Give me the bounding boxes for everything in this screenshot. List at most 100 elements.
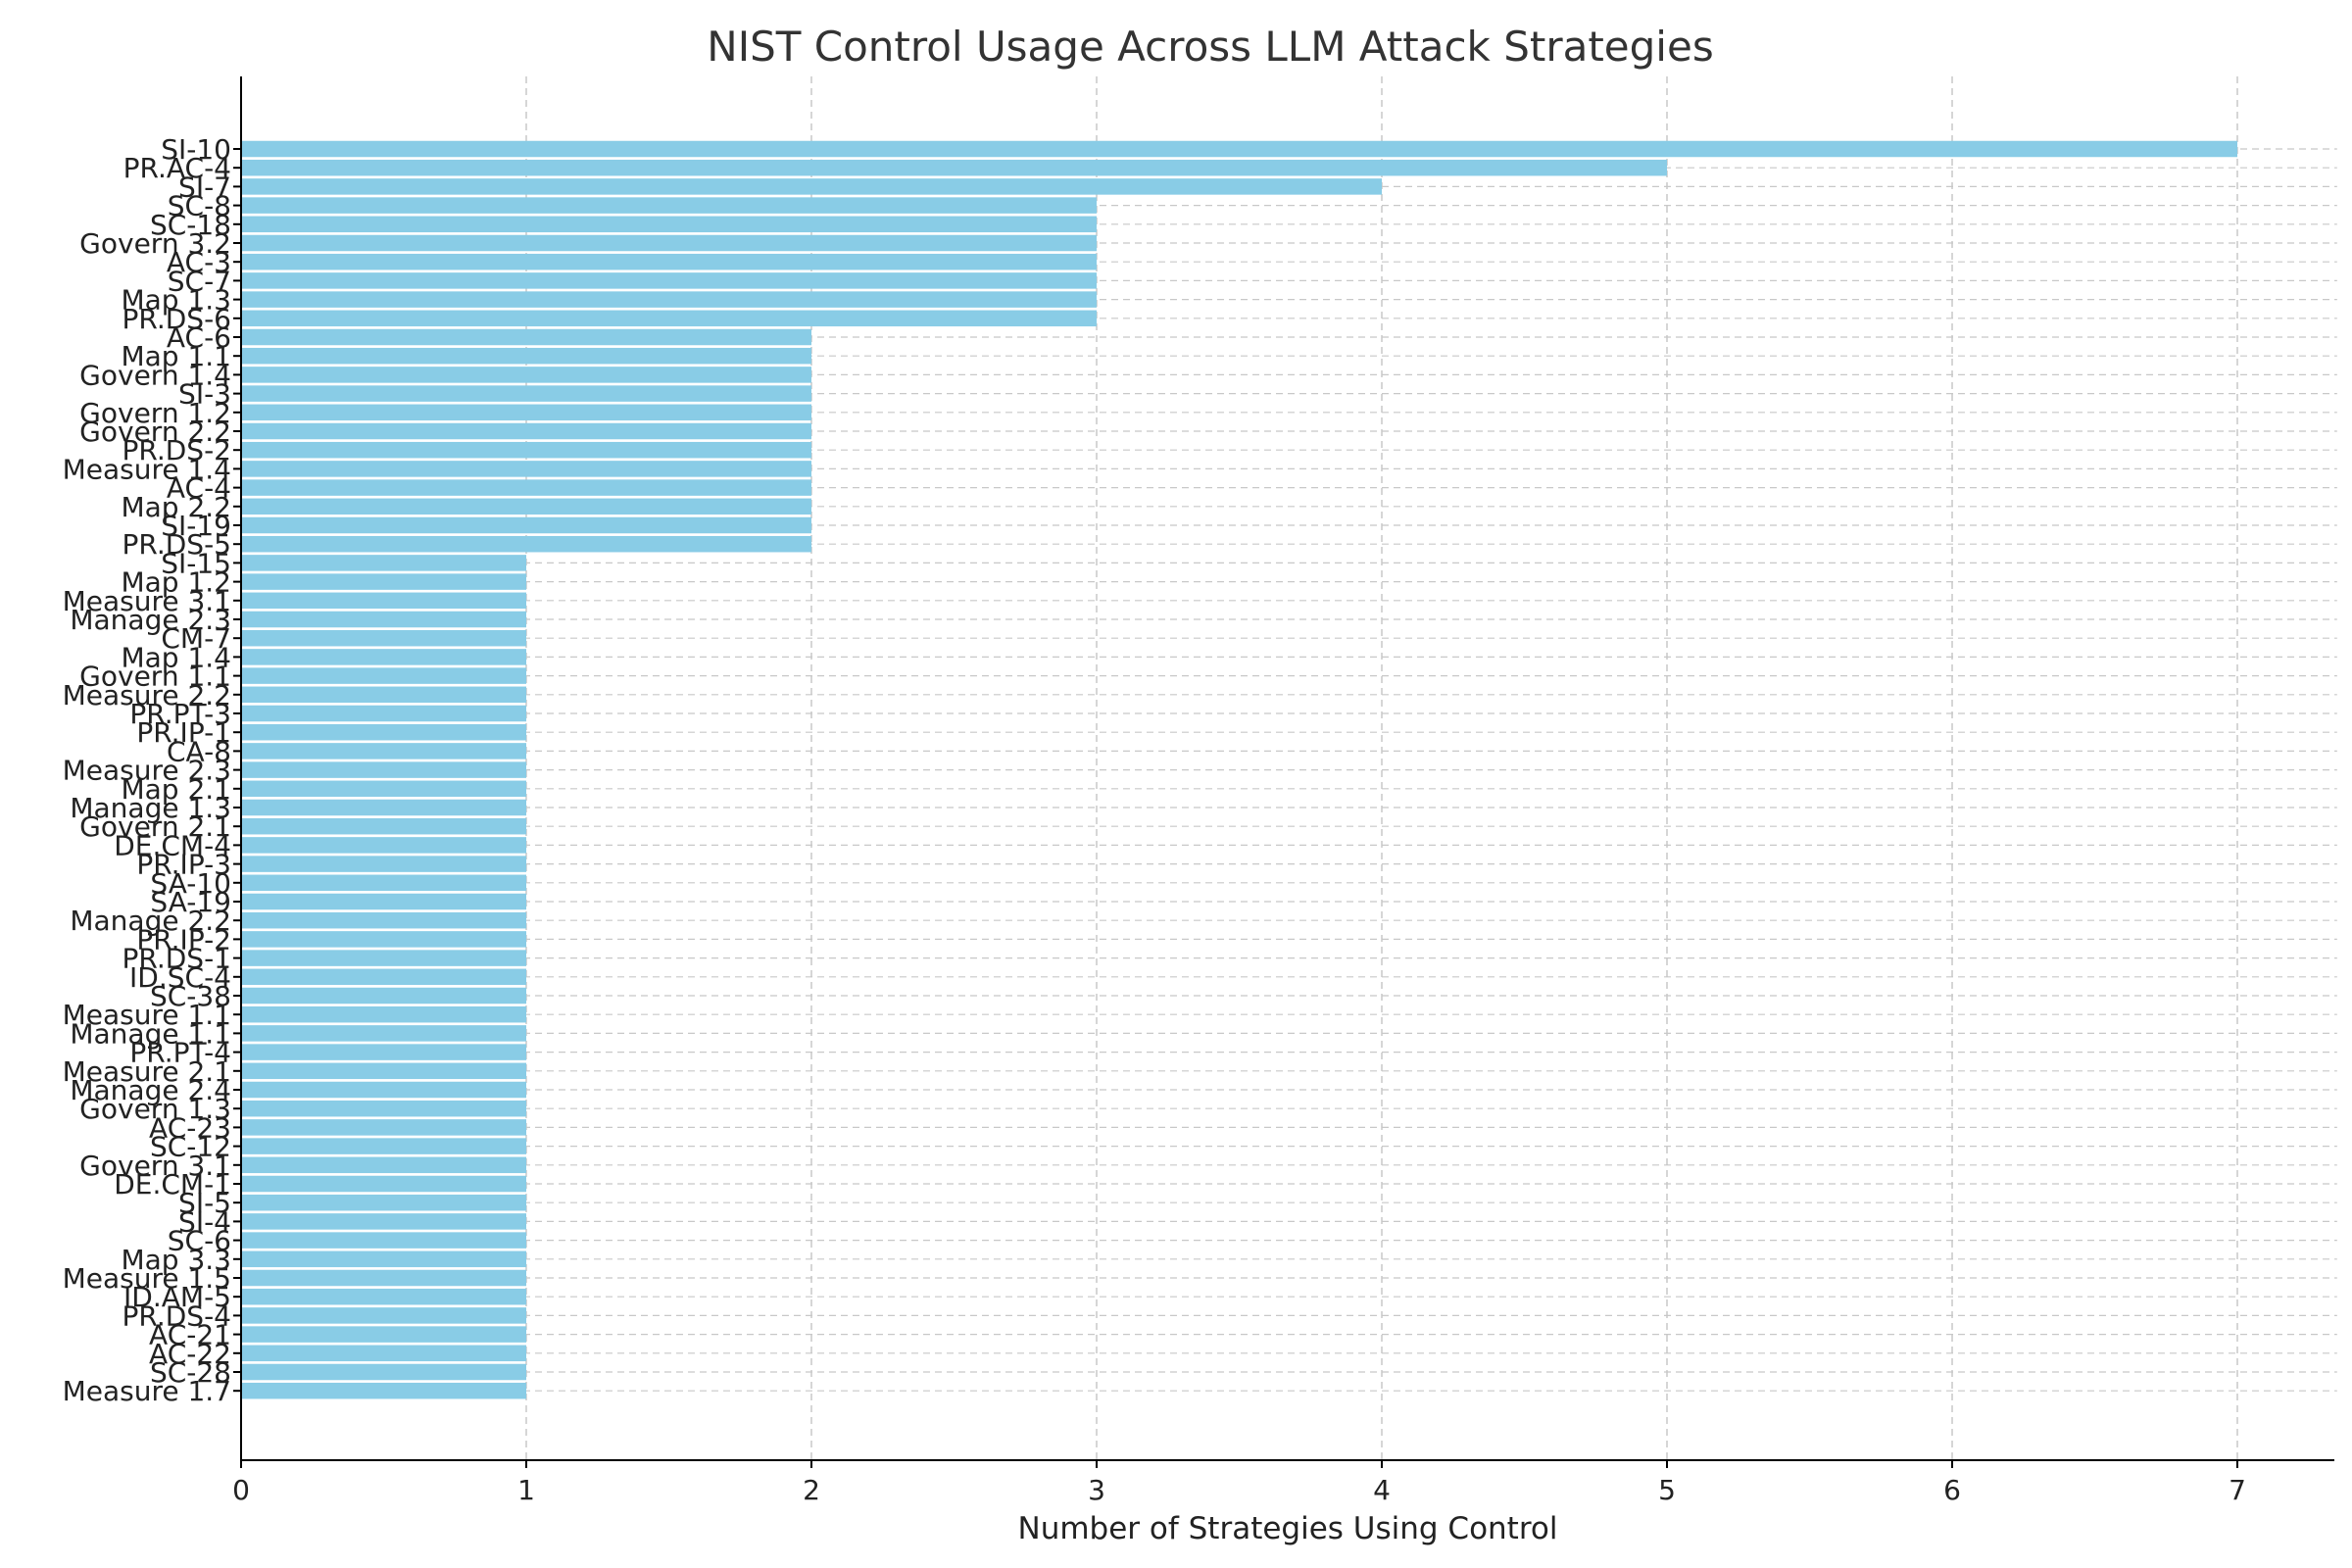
category-label: Map 2.2: [121, 491, 231, 523]
bar: [241, 441, 811, 459]
category-label: PR.DS-2: [122, 434, 232, 466]
category-label: Govern 3.1: [79, 1150, 231, 1182]
category-label: Manage 2.3: [70, 604, 231, 636]
bar: [241, 649, 526, 665]
x-tick-label: 2: [803, 1474, 820, 1506]
bar: [241, 422, 811, 440]
bar: [241, 272, 1097, 289]
bar: [241, 1138, 526, 1154]
category-label: SC-38: [150, 980, 231, 1012]
bar: [241, 197, 1097, 214]
category-label: SI-10: [161, 133, 231, 166]
category-label: Govern 1.3: [79, 1093, 231, 1125]
bar: [241, 535, 811, 553]
category-label: DE.CM-1: [114, 1168, 231, 1200]
bar: [241, 799, 526, 816]
bar: [241, 516, 811, 534]
bar: [241, 611, 526, 628]
category-label: Measure 1.1: [63, 999, 231, 1031]
bar: [241, 817, 526, 835]
category-label: PR.AC-4: [123, 152, 231, 184]
category-label: AC-21: [149, 1319, 231, 1351]
bar: [241, 1100, 526, 1117]
bar: [241, 856, 526, 872]
category-label: Govern 2.2: [79, 416, 231, 448]
x-tick-label: 4: [1373, 1474, 1391, 1506]
bar: [241, 498, 811, 515]
bar: [241, 1081, 526, 1099]
category-label: CM-7: [161, 622, 231, 655]
category-label: AC-23: [149, 1111, 231, 1144]
axes: [240, 76, 2334, 1461]
bar: [241, 761, 526, 778]
category-label: SI-7: [178, 171, 231, 203]
category-label: Manage 2.4: [70, 1074, 231, 1106]
bar: [241, 1062, 526, 1080]
category-label: Govern 1.1: [79, 661, 231, 693]
bar: [241, 253, 1097, 270]
x-tick-label: 6: [1943, 1474, 1961, 1506]
category-label: PR.IP-1: [136, 716, 231, 749]
category-label: SC-6: [168, 1225, 231, 1257]
bar: [241, 911, 526, 929]
category-label: PR.DS-5: [122, 528, 232, 561]
bar: [241, 1288, 526, 1305]
bar: [241, 968, 526, 986]
category-label: Manage 2.2: [70, 905, 231, 937]
chart-title: NIST Control Usage Across LLM Attack Str…: [707, 23, 1713, 71]
bar: [241, 780, 526, 798]
bar: [241, 1269, 526, 1287]
category-label: SA-10: [150, 867, 231, 900]
x-tick-label: 7: [2229, 1474, 2246, 1506]
category-label: Govern 3.2: [79, 227, 231, 260]
category-label: SI-3: [178, 378, 231, 411]
bar: [241, 1363, 526, 1381]
category-label: SC-28: [150, 1356, 231, 1389]
category-label: Map 3.3: [121, 1244, 231, 1276]
category-label: Measure 2.2: [63, 679, 231, 711]
bar: [241, 1175, 526, 1193]
category-label: Measure 2.1: [63, 1055, 231, 1088]
x-tick-label: 5: [1658, 1474, 1676, 1506]
category-label: PR.DS-6: [122, 303, 232, 335]
category-label: Govern 1.4: [79, 359, 231, 391]
bar: [241, 404, 811, 421]
category-label: ID.AM-5: [123, 1281, 231, 1313]
bar: [241, 1307, 526, 1324]
bar: [241, 705, 526, 722]
bar: [241, 1213, 526, 1230]
bar: [241, 178, 1382, 195]
category-label: Measure 3.1: [63, 585, 231, 617]
category-label: Measure 1.4: [63, 453, 231, 485]
bar: [241, 1005, 526, 1023]
category-label: Map 1.2: [121, 566, 231, 599]
bar: [241, 987, 526, 1004]
bar: [241, 328, 811, 346]
bar: [241, 1194, 526, 1211]
category-label: PR.PT-3: [129, 698, 231, 730]
category-label: Measure 2.3: [63, 755, 231, 787]
bar: [241, 950, 526, 966]
bars: [241, 140, 2237, 1399]
x-axis-label: Number of Strategies Using Control: [1018, 1511, 1558, 1546]
bar: [241, 1326, 526, 1343]
category-label: PR.DS-4: [122, 1299, 232, 1332]
category-label: SI-15: [161, 547, 231, 579]
category-label: Manage 1.1: [70, 1017, 231, 1050]
category-label: Measure 1.7: [63, 1375, 231, 1407]
category-label: PR.IP-2: [136, 923, 231, 956]
category-label: SC-18: [150, 209, 231, 241]
bar: [241, 159, 1667, 176]
bar: [241, 629, 526, 647]
bar: [241, 1345, 526, 1362]
bar: [241, 291, 1097, 308]
bar: [241, 555, 526, 571]
bar: [241, 931, 526, 948]
bar: [241, 347, 811, 365]
category-label: Map 2.1: [121, 773, 231, 806]
bar: [241, 1250, 526, 1268]
bar: [241, 1232, 526, 1249]
bar: [241, 893, 526, 910]
